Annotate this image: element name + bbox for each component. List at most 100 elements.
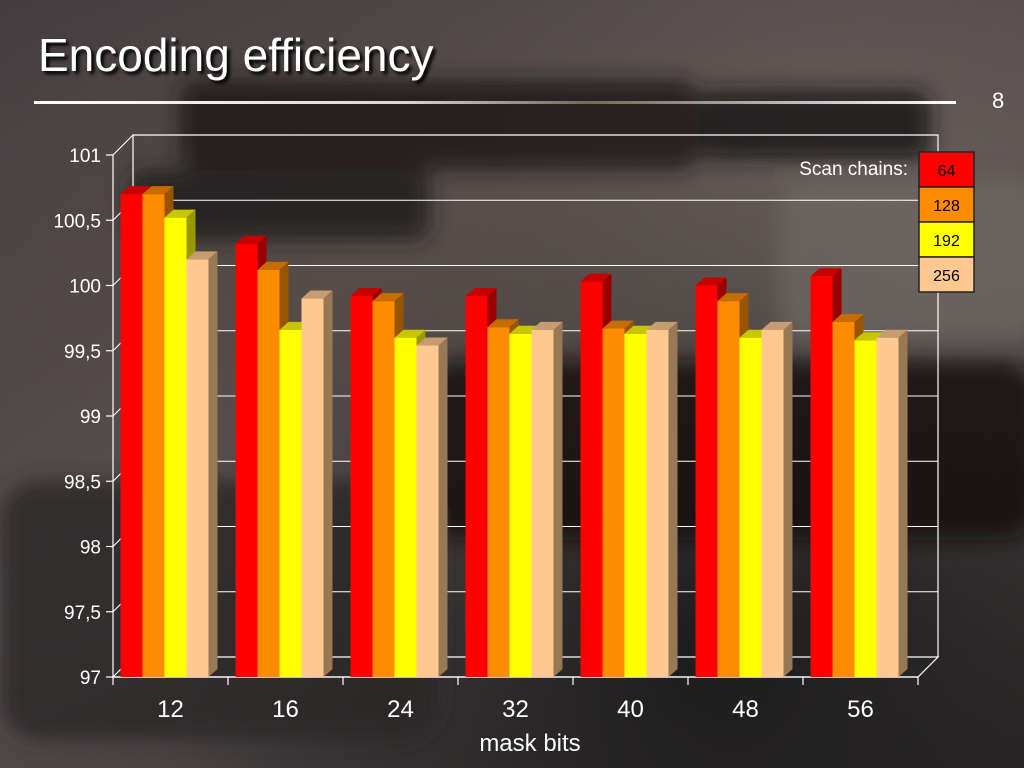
gridline [112, 134, 938, 156]
bar-256-12 [186, 251, 218, 677]
y-tick-label: 98,5 [64, 472, 101, 493]
bar-front [279, 329, 302, 677]
bar-top [531, 321, 563, 330]
bar-side [208, 251, 218, 677]
bar-front [465, 295, 488, 677]
legend: Scan chains: 64 128 192 256 [799, 151, 975, 293]
y-axis: 97 97,5 98 98,5 99 99,5 100 100,5 101 [53, 146, 114, 689]
legend-label: 128 [933, 198, 960, 215]
bar-top [235, 235, 267, 244]
y-tick-label: 101 [69, 146, 101, 167]
x-tick-label: 40 [617, 696, 644, 723]
bar-series-group [120, 186, 908, 678]
y-tick-label: 98 [80, 538, 101, 559]
legend-label: 192 [933, 233, 960, 250]
legend-item-128: 128 [918, 186, 975, 223]
bar-front [487, 327, 510, 677]
bar-front [739, 337, 762, 677]
x-tick-label: 32 [502, 696, 529, 723]
bar-front [624, 333, 647, 677]
bar-side [783, 321, 793, 677]
bar-top [142, 186, 174, 195]
x-axis: 12 16 24 32 40 48 56 [112, 676, 919, 723]
bar-256-24 [416, 337, 448, 677]
bar-front [761, 329, 784, 677]
legend-item-192: 192 [918, 221, 975, 258]
legend-label: 256 [933, 268, 960, 285]
bar-256-48 [761, 321, 793, 677]
legend-items: 64 128 192 256 [918, 151, 975, 293]
y-tick-label: 99 [80, 407, 101, 428]
slide-number: 8 [992, 88, 1005, 113]
bar-front [257, 269, 280, 677]
bar-top [761, 321, 793, 330]
bar-top [810, 268, 842, 277]
bar-top [164, 209, 196, 218]
bar-front [876, 337, 899, 677]
bar-side [438, 337, 448, 677]
bar-front [695, 285, 718, 677]
bar-front [717, 301, 740, 677]
y-tick-label: 97 [80, 668, 101, 689]
legend-swatch [918, 186, 975, 223]
bar-top [394, 329, 426, 338]
legend-swatch [918, 221, 975, 258]
bar-front [854, 340, 877, 677]
bar-front [372, 301, 395, 677]
bar-front [646, 329, 669, 677]
bar-front [142, 194, 165, 677]
bar-top [602, 320, 634, 329]
bar-top [257, 261, 289, 270]
bar-front [602, 328, 625, 677]
bar-top [416, 337, 448, 346]
bar-256-40 [646, 321, 678, 677]
legend-swatch [918, 151, 975, 188]
legend-item-256: 256 [918, 256, 975, 293]
legend-item-64: 64 [918, 151, 975, 188]
bar-top [372, 293, 404, 302]
x-tick-label: 56 [847, 696, 874, 723]
slide-title: Encoding efficiency [38, 29, 434, 81]
x-tick-label: 16 [272, 696, 299, 723]
legend-swatch [918, 256, 975, 293]
bar-top [580, 273, 612, 282]
bar-front [301, 298, 324, 677]
bar-top [876, 329, 908, 338]
legend-label: 64 [938, 163, 956, 180]
bar-side [668, 321, 678, 677]
bar-256-16 [301, 290, 333, 677]
bar-side [323, 290, 333, 677]
bar-front [832, 322, 855, 677]
title-divider [34, 101, 956, 104]
bar-front [531, 329, 554, 677]
bar-top [695, 277, 727, 286]
bar-top [646, 321, 678, 330]
bar-256-56 [876, 329, 908, 677]
bar-top [350, 287, 382, 296]
bar-front [394, 337, 417, 677]
bar-front [580, 281, 603, 677]
x-tick-label: 48 [732, 696, 759, 723]
bar-top [301, 290, 333, 299]
bar-top [717, 293, 749, 302]
bar-front [186, 259, 209, 677]
bar-top [487, 319, 519, 328]
bar-front [235, 243, 258, 678]
bar-front [164, 217, 187, 677]
bar-front [416, 345, 439, 677]
legend-title: Scan chains: [799, 159, 908, 180]
bar-front [810, 276, 833, 677]
x-tick-label: 24 [387, 696, 414, 723]
bar-side [898, 329, 908, 677]
bar-256-32 [531, 321, 563, 677]
gridline [112, 199, 938, 221]
x-tick-label: 12 [157, 696, 184, 723]
bar-top [832, 314, 864, 323]
bar-front [509, 333, 532, 677]
bar-front [120, 194, 143, 677]
y-tick-label: 100,5 [53, 211, 101, 232]
x-axis-title: mask bits [479, 730, 580, 757]
bar-side [553, 321, 563, 677]
bar-top [120, 186, 152, 195]
